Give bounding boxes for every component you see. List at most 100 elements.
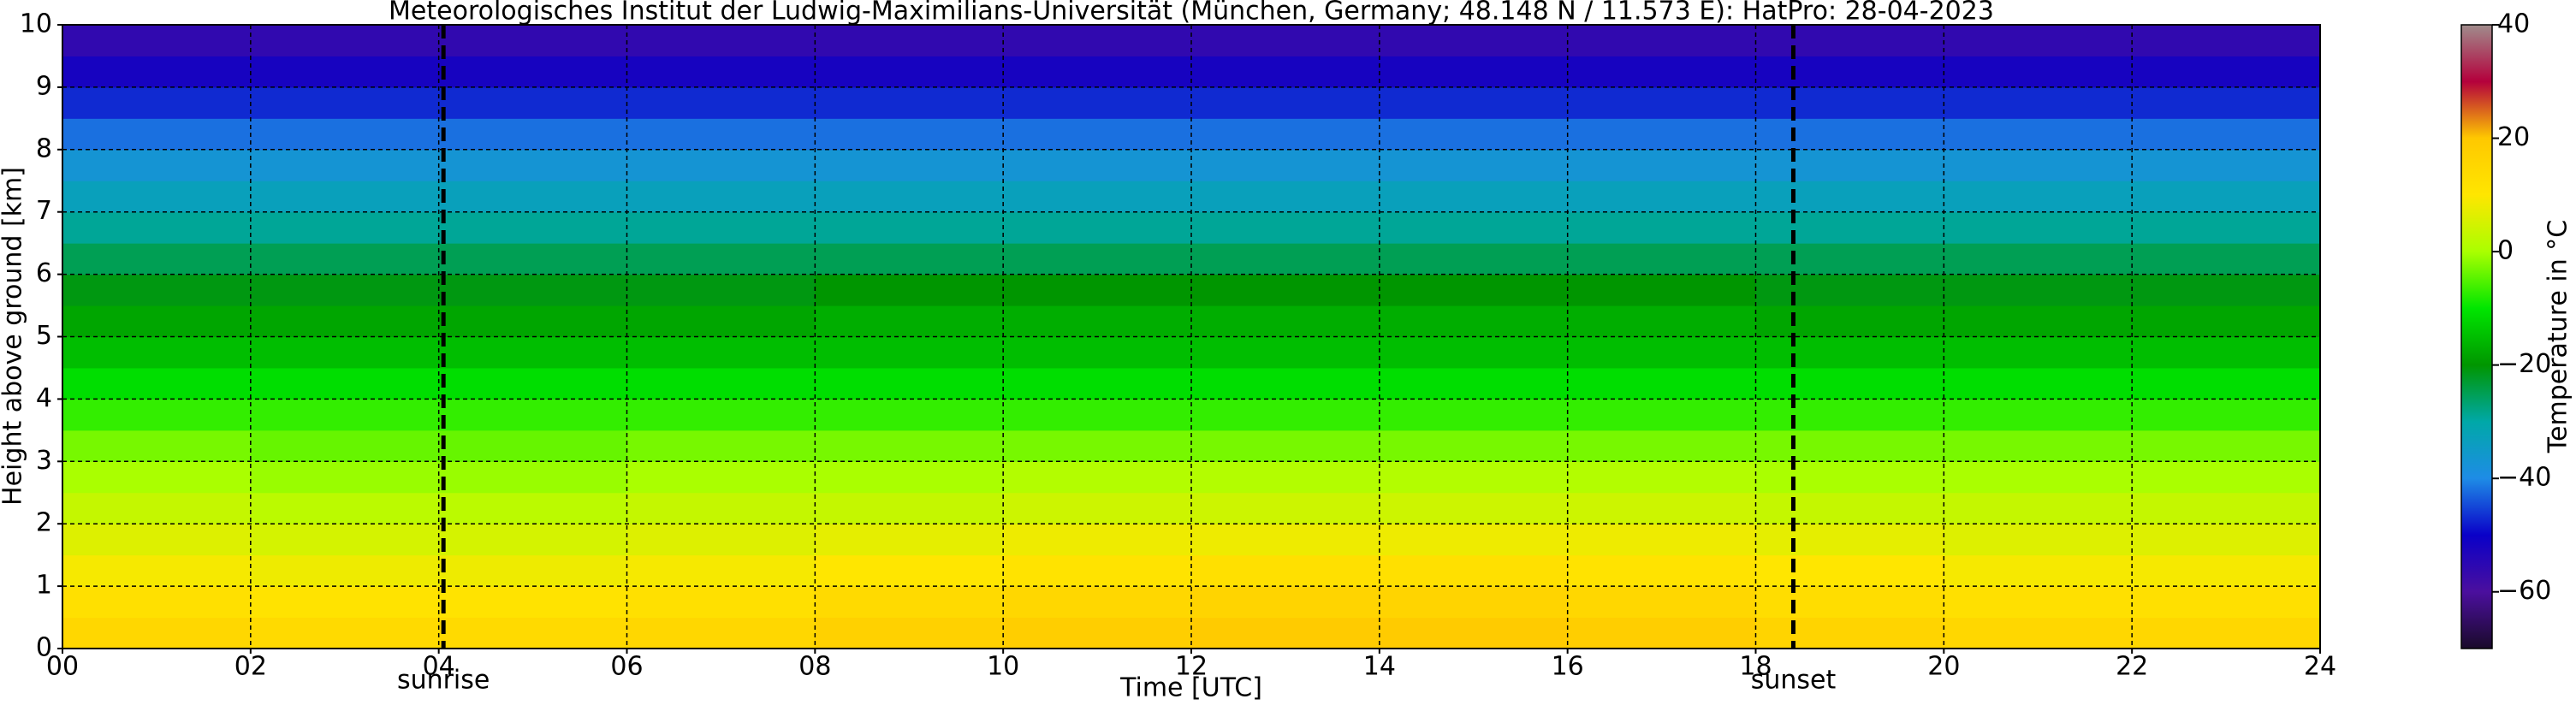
x-tick-label: 24 [2304, 652, 2336, 682]
heatmap-cell [626, 149, 816, 181]
heatmap-cell [62, 367, 252, 400]
heatmap-cell [1567, 461, 1756, 494]
heatmap-cell [1567, 430, 1756, 462]
x-tick-label: 16 [1552, 652, 1584, 682]
heatmap-cell [626, 554, 816, 587]
heatmap-cell [62, 430, 252, 462]
heatmap-cell [250, 461, 440, 494]
heatmap-cell [626, 367, 816, 400]
heatmap-cell [438, 211, 627, 244]
heatmap-cell [815, 118, 1004, 151]
y-tick-label: 10 [20, 9, 52, 39]
heatmap-cell [250, 430, 440, 462]
heatmap-cell [1191, 305, 1380, 337]
heatmap-cell [815, 86, 1004, 119]
heatmap-cell [1191, 367, 1380, 400]
heatmap-cell [250, 367, 440, 400]
heatmap-cell [1755, 118, 1944, 151]
heatmap-cell [1944, 86, 2133, 119]
heatmap-cell [2132, 367, 2321, 400]
heatmap-cell [1003, 274, 1192, 306]
heatmap-cell [1755, 367, 1944, 400]
annotation-label: sunset [1751, 666, 1837, 696]
heatmap-cell [2132, 617, 2321, 649]
heatmap-cell [2132, 211, 2321, 244]
heatmap-cell [2132, 399, 2321, 431]
heatmap-cell [1379, 554, 1569, 587]
heatmap-cell [1567, 86, 1756, 119]
heatmap-cell [2132, 430, 2321, 462]
heatmap-cell [1191, 524, 1380, 556]
heatmap-cell [1944, 274, 2133, 306]
colorbar [2460, 24, 2493, 649]
heatmap-cell [1944, 430, 2133, 462]
heatmap-cell [1379, 492, 1569, 524]
heatmap-cell [1379, 336, 1569, 369]
heatmap-cell [1755, 181, 1944, 213]
heatmap-cell [1567, 492, 1756, 524]
heatmap-cell [2132, 554, 2321, 587]
x-tick-label: 00 [46, 652, 79, 682]
plot-frame [62, 24, 2321, 649]
colorbar-label: Temperature in °C [2543, 220, 2573, 453]
heatmap-cell [62, 554, 252, 587]
heatmap-cell [1944, 492, 2133, 524]
heatmap-cell [438, 492, 627, 524]
heatmap-cell [1191, 86, 1380, 119]
heatmap-cell [438, 554, 627, 587]
heatmap-cell [1191, 118, 1380, 151]
heatmap-cell [1944, 461, 2133, 494]
heatmap-cell [250, 211, 440, 244]
heatmap-cell [1944, 617, 2133, 649]
heatmap-cell [1944, 211, 2133, 244]
heatmap-cell [1755, 305, 1944, 337]
heatmap-cell [1003, 461, 1192, 494]
heatmap-cell [1755, 274, 1944, 306]
x-tick-label: 12 [1175, 652, 1208, 682]
heatmap-cell [1379, 211, 1569, 244]
heatmap-cell [1944, 399, 2133, 431]
heatmap-cell [815, 367, 1004, 400]
heatmap-cell [1379, 118, 1569, 151]
heatmap-cell [626, 305, 816, 337]
heatmap-cell [1567, 274, 1756, 306]
heatmap-cell [815, 211, 1004, 244]
heatmap-cell [250, 617, 440, 649]
heatmap-cell [626, 243, 816, 275]
heatmap-cell [2132, 305, 2321, 337]
heatmap-cell [815, 25, 1004, 56]
heatmap-cell [815, 617, 1004, 649]
heatmap-cell [626, 118, 816, 151]
x-tick-label: 18 [1739, 652, 1772, 682]
heatmap-cell [1567, 118, 1756, 151]
heatmap-cell [62, 25, 252, 56]
heatmap-cell [1379, 149, 1569, 181]
heatmap-cell [1191, 56, 1380, 88]
colorbar-tick-label: 0 [2497, 236, 2514, 266]
heatmap-cell [1003, 617, 1192, 649]
heatmap-cell [1003, 56, 1192, 88]
heatmap-cell [2132, 586, 2321, 619]
heatmap-cell [438, 25, 627, 56]
heatmap-cell [1944, 56, 2133, 88]
heatmap-cell [1567, 25, 1756, 56]
heatmap-cell [1944, 305, 2133, 337]
heatmap-cell [1379, 25, 1569, 56]
heatmap-cell [626, 461, 816, 494]
colorbar-tick-label: −20 [2497, 349, 2551, 379]
heatmap-cell [1379, 243, 1569, 275]
heatmap-cell [62, 586, 252, 619]
heatmap-cell [1567, 56, 1756, 88]
heatmap-cell [438, 586, 627, 619]
heatmap-cell [1944, 336, 2133, 369]
heatmap-cell [815, 181, 1004, 213]
y-tick-label: 0 [36, 633, 52, 663]
heatmap-cell [2132, 181, 2321, 213]
heatmap-cell [1003, 524, 1192, 556]
x-axis-label: Time [UTC] [1119, 673, 1262, 703]
heatmap-cell [1567, 305, 1756, 337]
heatmap-cell [1755, 524, 1944, 556]
heatmap-cell [1379, 86, 1569, 119]
heatmap-cell [2132, 86, 2321, 119]
heatmap-cell [250, 25, 440, 56]
